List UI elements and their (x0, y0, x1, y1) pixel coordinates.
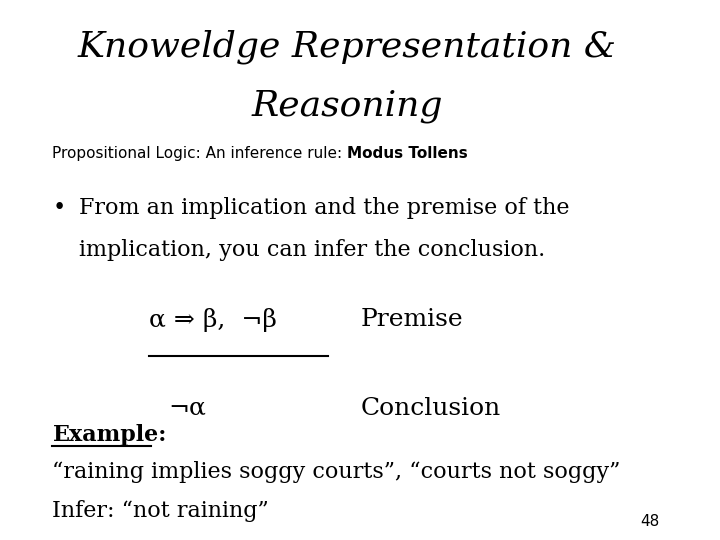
Text: Reasoning: Reasoning (252, 89, 444, 123)
Text: From an implication and the premise of the: From an implication and the premise of t… (79, 197, 570, 219)
Text: Conclusion: Conclusion (361, 397, 501, 420)
Text: “raining implies soggy courts”, “courts not soggy”: “raining implies soggy courts”, “courts … (53, 461, 621, 483)
Text: Example:: Example: (53, 424, 167, 446)
Text: ¬α: ¬α (168, 397, 207, 420)
Text: Infer: “not raining”: Infer: “not raining” (53, 500, 269, 522)
Text: Propositional Logic: An inference rule:: Propositional Logic: An inference rule: (53, 146, 348, 161)
Text: 48: 48 (640, 514, 659, 529)
Text: Modus Tollens: Modus Tollens (348, 146, 468, 161)
Text: implication, you can infer the conclusion.: implication, you can infer the conclusio… (79, 239, 545, 261)
Text: •: • (53, 197, 66, 219)
Text: α ⇒ β,  ¬β: α ⇒ β, ¬β (148, 308, 276, 332)
Text: Knoweldge Representation &: Knoweldge Representation & (78, 30, 617, 64)
Text: Premise: Premise (361, 308, 464, 331)
